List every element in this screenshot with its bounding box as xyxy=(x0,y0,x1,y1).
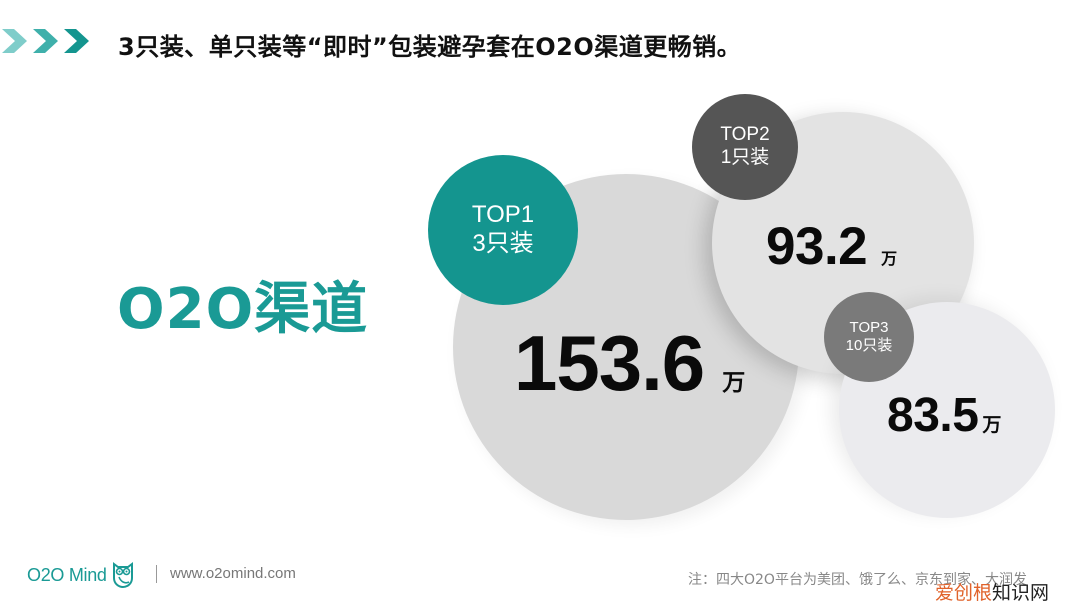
slide-title: 3只装、单只装等“即时”包装避孕套在O2O渠道更畅销。 xyxy=(118,33,742,61)
value-number: 153.6 xyxy=(514,319,705,407)
rank-label: TOP2 xyxy=(720,124,770,146)
watermark-part-a: 爱创根 xyxy=(935,582,993,604)
pack-label: 3只装 xyxy=(472,230,534,257)
rank-badge-top3: TOP3 10只装 xyxy=(824,292,914,382)
value-number: 93.2 xyxy=(766,217,868,276)
watermark-part-b: 知识网 xyxy=(992,582,1050,604)
value-number: 83.5 xyxy=(887,389,979,442)
channel-label: O2O渠道 xyxy=(117,277,369,342)
watermark: 爱创根知识网 xyxy=(935,578,1049,605)
value-unit: 万 xyxy=(722,370,746,396)
value-unit: 万 xyxy=(881,249,898,268)
website-link[interactable]: www.o2omind.com xyxy=(170,565,296,582)
brand-logo: O2O Mind xyxy=(27,562,134,588)
slide-header: 3只装、单只装等“即时”包装避孕套在O2O渠道更畅销。 xyxy=(0,22,1080,62)
footer-note: 注：四大O2O平台为美团、饿了么、京东到家、大润发 xyxy=(688,572,1027,588)
rank-label: TOP1 xyxy=(471,201,535,229)
pack-label: 1只装 xyxy=(720,147,770,168)
rank-badge-top1: TOP1 3只装 xyxy=(428,155,578,305)
pack-label: 10只装 xyxy=(845,337,893,354)
value-top1: 153.6 万 xyxy=(514,318,745,409)
footer-separator xyxy=(156,565,157,583)
rank-label: TOP3 xyxy=(849,319,889,336)
chevron-arrows-icon xyxy=(0,26,100,56)
owl-icon xyxy=(112,562,133,588)
value-unit: 万 xyxy=(982,414,1002,436)
value-top3: 83.5 万 xyxy=(887,388,1001,443)
value-top2: 93.2 万 xyxy=(766,216,897,277)
rank-badge-top2: TOP2 1只装 xyxy=(692,94,798,200)
logo-text: O2O Mind xyxy=(27,564,107,585)
